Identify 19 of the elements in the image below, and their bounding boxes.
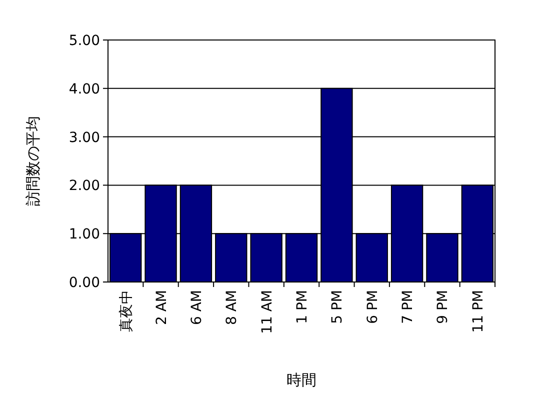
y-tick-label: 1.00: [68, 226, 100, 243]
x-tick-label: 5 PM: [330, 290, 346, 324]
y-axis-title: 訪問数の平均: [24, 116, 42, 206]
x-tick-label: 6 PM: [364, 290, 381, 324]
y-tick-label: 0.00: [68, 275, 100, 291]
x-tick-label: 7 PM: [400, 290, 416, 324]
x-axis-title: 時間: [286, 371, 316, 389]
x-tick-label: 1 PM: [294, 290, 310, 324]
y-tick-label: 2.00: [68, 178, 100, 194]
x-tick-label: 11 AM: [259, 290, 276, 334]
y-tick-label: 5.00: [68, 33, 100, 49]
x-tick-label: 真夜中: [118, 290, 135, 332]
x-tick-label: 8 AM: [224, 290, 240, 326]
x-tick-label: 9 PM: [435, 290, 452, 324]
x-tick-label: 11 PM: [470, 290, 486, 333]
y-tick-label: 3.00: [68, 130, 100, 146]
x-tick-label: 6 AM: [188, 290, 205, 326]
x-tick-label: 2 AM: [154, 290, 170, 326]
y-tick-label: 4.00: [68, 81, 100, 98]
